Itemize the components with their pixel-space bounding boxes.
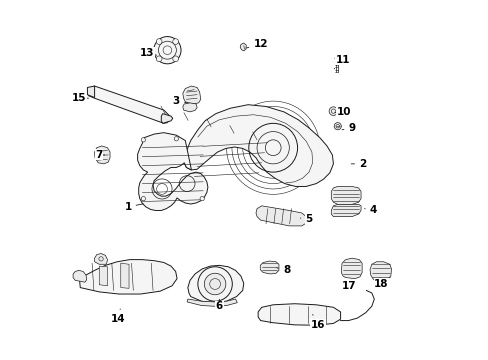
Text: 13: 13 <box>140 48 156 58</box>
Polygon shape <box>341 258 362 279</box>
Polygon shape <box>330 204 360 217</box>
Polygon shape <box>183 86 201 104</box>
Polygon shape <box>334 56 338 60</box>
Text: 12: 12 <box>246 39 267 49</box>
Circle shape <box>156 39 162 44</box>
Polygon shape <box>240 43 246 51</box>
Text: 14: 14 <box>111 309 125 324</box>
Text: 18: 18 <box>373 278 388 289</box>
Polygon shape <box>73 270 86 282</box>
Text: 6: 6 <box>215 299 223 311</box>
Circle shape <box>204 273 225 295</box>
Polygon shape <box>183 103 197 112</box>
Polygon shape <box>330 186 360 204</box>
Polygon shape <box>87 86 94 98</box>
Text: 8: 8 <box>276 265 290 275</box>
Text: 16: 16 <box>310 315 325 329</box>
Text: 10: 10 <box>334 107 351 117</box>
Text: 11: 11 <box>333 55 349 69</box>
Circle shape <box>265 140 281 156</box>
Polygon shape <box>80 260 177 294</box>
Circle shape <box>174 136 178 141</box>
Polygon shape <box>88 86 171 123</box>
Polygon shape <box>159 41 175 59</box>
Circle shape <box>172 56 178 62</box>
Polygon shape <box>255 206 305 226</box>
Polygon shape <box>369 262 391 281</box>
Text: 9: 9 <box>341 123 355 133</box>
Text: 7: 7 <box>95 150 104 160</box>
Text: 1: 1 <box>124 202 143 212</box>
Polygon shape <box>161 114 172 123</box>
Polygon shape <box>184 105 333 186</box>
Polygon shape <box>137 133 207 211</box>
Circle shape <box>333 123 341 130</box>
Polygon shape <box>94 146 110 164</box>
Text: 2: 2 <box>350 159 366 169</box>
Text: 3: 3 <box>172 96 187 106</box>
Circle shape <box>141 197 145 201</box>
Polygon shape <box>260 261 278 274</box>
Polygon shape <box>187 299 237 306</box>
Polygon shape <box>121 263 129 288</box>
Circle shape <box>153 37 181 64</box>
Circle shape <box>156 56 162 62</box>
Circle shape <box>172 39 178 44</box>
Text: 17: 17 <box>341 280 356 291</box>
Text: 15: 15 <box>71 93 88 103</box>
Polygon shape <box>258 304 340 325</box>
Circle shape <box>328 107 337 116</box>
Polygon shape <box>187 265 244 303</box>
Circle shape <box>200 197 204 201</box>
Polygon shape <box>94 253 107 264</box>
Text: 5: 5 <box>300 215 312 224</box>
Text: 4: 4 <box>364 206 377 216</box>
Circle shape <box>141 138 145 142</box>
Polygon shape <box>99 266 107 286</box>
